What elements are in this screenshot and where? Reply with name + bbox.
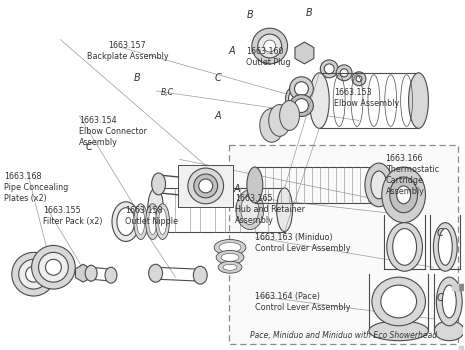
Text: C: C bbox=[437, 293, 444, 302]
Ellipse shape bbox=[294, 99, 308, 112]
Ellipse shape bbox=[340, 69, 348, 77]
Ellipse shape bbox=[149, 264, 163, 282]
Text: Pace, Miniduo and Miniduo with Eco Showerhead: Pace, Miniduo and Miniduo with Eco Showe… bbox=[250, 331, 437, 341]
Ellipse shape bbox=[433, 223, 457, 271]
Ellipse shape bbox=[159, 209, 166, 235]
Text: A: A bbox=[228, 46, 235, 56]
Ellipse shape bbox=[409, 73, 428, 128]
Ellipse shape bbox=[137, 209, 145, 235]
Ellipse shape bbox=[309, 73, 329, 128]
Ellipse shape bbox=[371, 171, 387, 199]
Text: C: C bbox=[437, 228, 444, 238]
Ellipse shape bbox=[214, 239, 246, 255]
Ellipse shape bbox=[434, 321, 464, 341]
Text: 1663.164 (Pace)
Control Lever Assembly: 1663.164 (Pace) Control Lever Assembly bbox=[255, 292, 351, 313]
Ellipse shape bbox=[152, 173, 166, 195]
Text: 1663.158
Outlet Nipple: 1663.158 Outlet Nipple bbox=[126, 206, 179, 226]
Text: A: A bbox=[214, 111, 221, 121]
Ellipse shape bbox=[393, 229, 417, 265]
Bar bbox=[229, 146, 458, 344]
Ellipse shape bbox=[260, 108, 284, 142]
Ellipse shape bbox=[149, 209, 157, 235]
Ellipse shape bbox=[105, 267, 117, 283]
Text: 1663.166
Thermostatic
Cartridge
Assembly: 1663.166 Thermostatic Cartridge Assembly bbox=[385, 154, 439, 196]
Ellipse shape bbox=[397, 186, 411, 204]
Ellipse shape bbox=[241, 195, 259, 225]
Text: B,C: B,C bbox=[160, 88, 173, 97]
Ellipse shape bbox=[19, 259, 48, 289]
Ellipse shape bbox=[264, 40, 276, 52]
Text: 1663.163 (Miniduo)
Control Lever Assembly: 1663.163 (Miniduo) Control Lever Assembl… bbox=[255, 233, 351, 253]
Ellipse shape bbox=[193, 266, 207, 284]
Ellipse shape bbox=[46, 259, 61, 275]
Ellipse shape bbox=[356, 76, 362, 82]
Ellipse shape bbox=[320, 60, 338, 78]
Bar bbox=[179, 165, 233, 207]
Ellipse shape bbox=[324, 64, 334, 74]
Ellipse shape bbox=[32, 245, 75, 289]
Ellipse shape bbox=[390, 177, 418, 213]
Ellipse shape bbox=[117, 208, 135, 236]
Ellipse shape bbox=[286, 88, 299, 110]
Ellipse shape bbox=[381, 285, 417, 318]
Ellipse shape bbox=[148, 188, 164, 232]
Ellipse shape bbox=[188, 168, 224, 204]
Ellipse shape bbox=[387, 223, 423, 271]
Text: A: A bbox=[234, 184, 240, 194]
Ellipse shape bbox=[223, 264, 237, 270]
Ellipse shape bbox=[352, 72, 366, 86]
Ellipse shape bbox=[85, 265, 97, 281]
Ellipse shape bbox=[194, 174, 218, 198]
Ellipse shape bbox=[436, 277, 462, 326]
Ellipse shape bbox=[290, 94, 313, 117]
Ellipse shape bbox=[199, 179, 213, 193]
Ellipse shape bbox=[289, 92, 297, 106]
Text: 1663.153
Elbow Assembly: 1663.153 Elbow Assembly bbox=[334, 88, 399, 108]
Ellipse shape bbox=[221, 253, 239, 261]
Ellipse shape bbox=[277, 188, 292, 232]
Text: B: B bbox=[246, 9, 253, 20]
Ellipse shape bbox=[372, 277, 425, 326]
Text: 1663.168
Pipe Concealing
Plates (x2): 1663.168 Pipe Concealing Plates (x2) bbox=[4, 172, 68, 203]
Text: 1663.155
Filter Pack (x2): 1663.155 Filter Pack (x2) bbox=[43, 206, 103, 226]
Ellipse shape bbox=[442, 285, 456, 318]
Ellipse shape bbox=[365, 163, 393, 207]
Ellipse shape bbox=[258, 34, 282, 58]
Text: C: C bbox=[85, 141, 92, 152]
Ellipse shape bbox=[26, 266, 41, 282]
Ellipse shape bbox=[438, 229, 452, 265]
Text: 1663.165
Hub and Retainer
Assembly: 1663.165 Hub and Retainer Assembly bbox=[235, 194, 305, 225]
Ellipse shape bbox=[219, 243, 241, 252]
Ellipse shape bbox=[112, 202, 140, 242]
Ellipse shape bbox=[218, 261, 242, 273]
Text: C: C bbox=[214, 74, 221, 83]
Ellipse shape bbox=[290, 77, 313, 100]
Text: B: B bbox=[305, 7, 312, 18]
Ellipse shape bbox=[134, 204, 148, 239]
Ellipse shape bbox=[12, 252, 55, 296]
Text: 1663.160
Outlet Plug: 1663.160 Outlet Plug bbox=[246, 47, 291, 66]
Text: 1663.157
Backplate Assembly: 1663.157 Backplate Assembly bbox=[86, 41, 168, 61]
Ellipse shape bbox=[156, 204, 170, 239]
Ellipse shape bbox=[382, 167, 425, 223]
Polygon shape bbox=[75, 264, 91, 282]
Ellipse shape bbox=[366, 167, 382, 203]
Ellipse shape bbox=[247, 167, 263, 203]
Polygon shape bbox=[295, 42, 314, 64]
Ellipse shape bbox=[146, 204, 159, 239]
Ellipse shape bbox=[336, 65, 352, 81]
Ellipse shape bbox=[269, 105, 291, 136]
Ellipse shape bbox=[279, 100, 299, 130]
Ellipse shape bbox=[39, 252, 68, 282]
Text: B: B bbox=[134, 73, 141, 83]
Ellipse shape bbox=[294, 82, 308, 96]
Text: 1663.154
Elbow Connector
Assembly: 1663.154 Elbow Connector Assembly bbox=[80, 116, 147, 147]
Ellipse shape bbox=[236, 190, 264, 230]
Ellipse shape bbox=[252, 28, 287, 64]
Ellipse shape bbox=[369, 321, 428, 341]
Ellipse shape bbox=[216, 250, 244, 264]
